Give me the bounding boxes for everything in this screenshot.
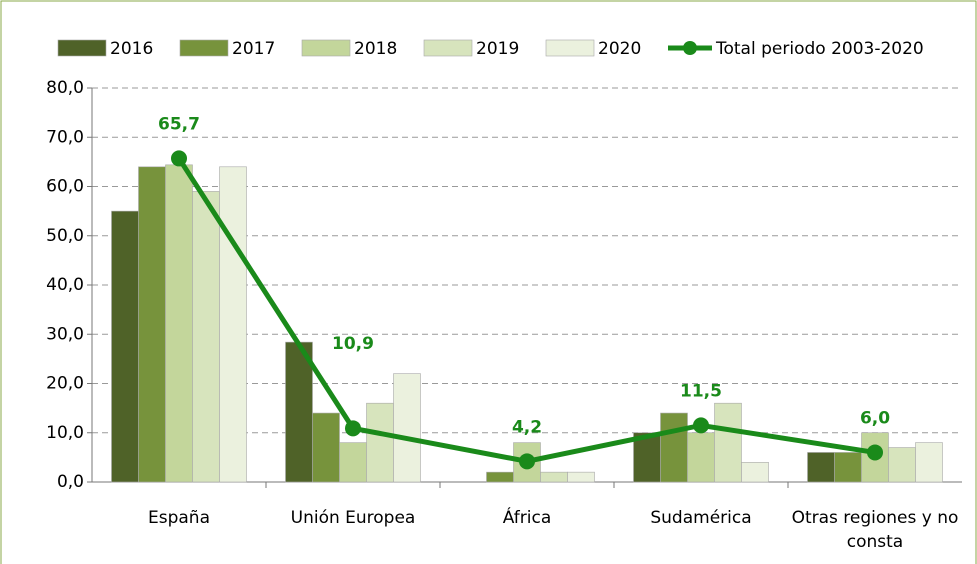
legend-label: 2019: [476, 39, 519, 59]
legend-label: 2017: [232, 39, 275, 59]
bar: [888, 447, 916, 483]
x-tick-label: España: [148, 508, 210, 528]
bar: [285, 341, 313, 483]
bar: [633, 432, 661, 483]
bar: [339, 442, 367, 483]
legend-marker: [683, 41, 697, 55]
x-tick-label: África: [502, 508, 552, 528]
bar: [486, 471, 514, 483]
legend-label: 2018: [354, 39, 397, 59]
bar: [366, 402, 394, 483]
legend-label: 2016: [110, 39, 153, 59]
bar: [807, 452, 835, 483]
bar: [312, 412, 340, 483]
legend-swatch: [545, 39, 595, 57]
bar: [660, 412, 688, 483]
x-tick-label: Unión Europea: [290, 508, 416, 528]
data-label: 6,0: [860, 408, 890, 428]
y-tick-label: 80,0: [46, 78, 84, 98]
bar: [165, 164, 193, 483]
bar: [714, 402, 742, 483]
bar: [513, 442, 541, 483]
data-label: 11,5: [680, 381, 722, 401]
line-marker: [519, 453, 535, 470]
line-marker: [693, 417, 709, 434]
bar: [540, 471, 568, 483]
y-tick-label: 60,0: [46, 177, 84, 197]
bar: [915, 442, 943, 483]
bar: [192, 191, 220, 483]
y-tick-label: 50,0: [46, 226, 84, 246]
y-tick-label: 70,0: [46, 127, 84, 147]
x-tick-label: Sudamérica: [650, 508, 752, 528]
y-tick-label: 20,0: [46, 374, 84, 394]
legend-label: 2020: [598, 39, 641, 59]
y-tick-label: 10,0: [46, 423, 84, 443]
x-tick-label: Otras regiones y no consta: [791, 508, 959, 552]
bar: [219, 166, 247, 483]
bar: [138, 166, 166, 483]
y-tick-label: 30,0: [46, 324, 84, 344]
bar: [393, 373, 421, 483]
data-label: 65,7: [158, 114, 200, 134]
legend-swatch: [57, 39, 107, 57]
line: [176, 157, 876, 464]
y-tick-label: 40,0: [46, 275, 84, 295]
bar: [834, 452, 862, 483]
data-label: 10,9: [332, 334, 374, 354]
legend-label: Total periodo 2003-2020: [715, 39, 924, 59]
line-marker: [171, 150, 187, 167]
y-tick-label: 0,0: [57, 472, 84, 492]
legend-swatch: [423, 39, 473, 57]
bar: [567, 471, 595, 483]
data-label: 4,2: [512, 417, 542, 437]
line-marker: [345, 420, 361, 437]
line-marker: [867, 444, 883, 461]
bar: [741, 461, 769, 483]
legend-swatch: [301, 39, 351, 57]
bar: [687, 432, 715, 483]
legend-swatch: [179, 39, 229, 57]
bar: [861, 432, 889, 483]
bar: [111, 210, 139, 483]
